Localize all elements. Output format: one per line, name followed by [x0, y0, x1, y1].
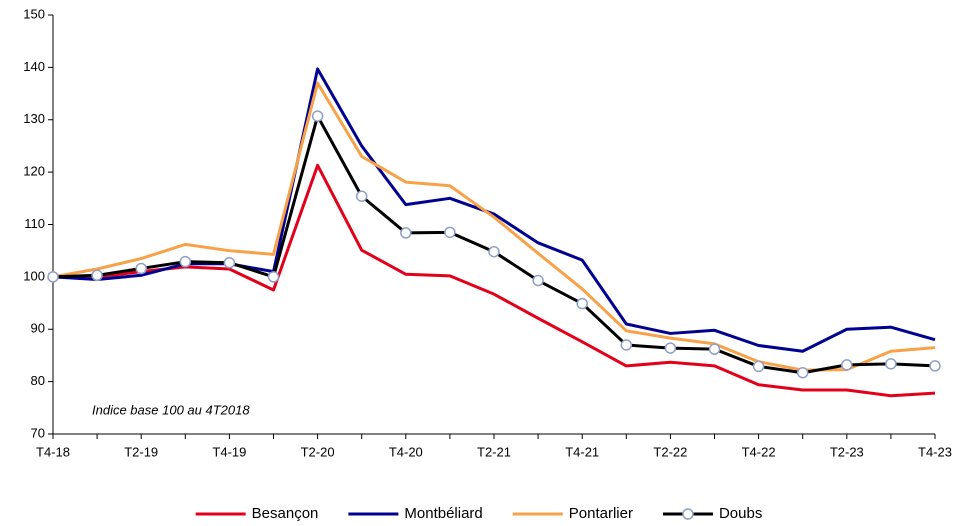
y-tick-label: 80 — [31, 373, 45, 388]
point — [311, 110, 324, 122]
point — [400, 227, 412, 239]
point — [576, 297, 588, 310]
x-tick-label: T2-20 — [301, 444, 335, 459]
x-tick-label: T2-19 — [124, 444, 158, 459]
point — [885, 358, 897, 370]
y-tick-label: 100 — [23, 268, 45, 283]
y-tick-label: 70 — [31, 425, 45, 440]
legend-marker — [682, 508, 694, 520]
point — [532, 274, 544, 287]
legend-label: Besançon — [252, 505, 319, 522]
series-line — [52, 67, 936, 353]
y-tick-label: 130 — [23, 111, 45, 126]
x-tick-label: T4-18 — [36, 444, 70, 459]
x-tick-label: T4-20 — [389, 444, 423, 459]
x-tick-label: T4-19 — [212, 444, 246, 459]
point — [752, 360, 765, 373]
point — [91, 269, 103, 282]
point — [267, 271, 280, 283]
y-tick-label: 120 — [23, 164, 45, 179]
x-tick-label: T2-23 — [830, 444, 864, 459]
y-tick-label: 140 — [23, 59, 45, 74]
series-line — [53, 163, 936, 398]
y-tick-label: 150 — [23, 6, 45, 21]
x-tick-label: T4-22 — [742, 444, 776, 459]
legend-label: Doubs — [719, 505, 762, 522]
point — [135, 262, 147, 275]
legend-label: Montbéliard — [404, 505, 482, 522]
x-tick-label: T2-22 — [653, 444, 687, 459]
legend: Besançon Montbéliard Pontarlier Doubs — [195, 505, 762, 522]
legend-label: Pontarlier — [569, 505, 633, 522]
point — [664, 342, 677, 354]
point — [444, 226, 456, 239]
annotation: Indice base 100 au 4T2018 — [92, 402, 250, 417]
point — [841, 359, 853, 371]
y-tick-label: 110 — [24, 216, 45, 231]
x-tick-label: T4-21 — [565, 444, 599, 459]
point — [223, 256, 236, 269]
series-line — [52, 81, 936, 372]
x-tick-label: T4-23 — [918, 444, 952, 459]
point — [488, 245, 500, 258]
point — [179, 255, 192, 268]
x-tick-label: T2-21 — [477, 444, 511, 459]
point — [796, 366, 809, 379]
point — [355, 190, 368, 202]
point — [620, 339, 633, 351]
point — [47, 271, 59, 283]
point — [929, 360, 941, 372]
y-tick-label: 90 — [31, 321, 45, 336]
point — [708, 343, 721, 355]
